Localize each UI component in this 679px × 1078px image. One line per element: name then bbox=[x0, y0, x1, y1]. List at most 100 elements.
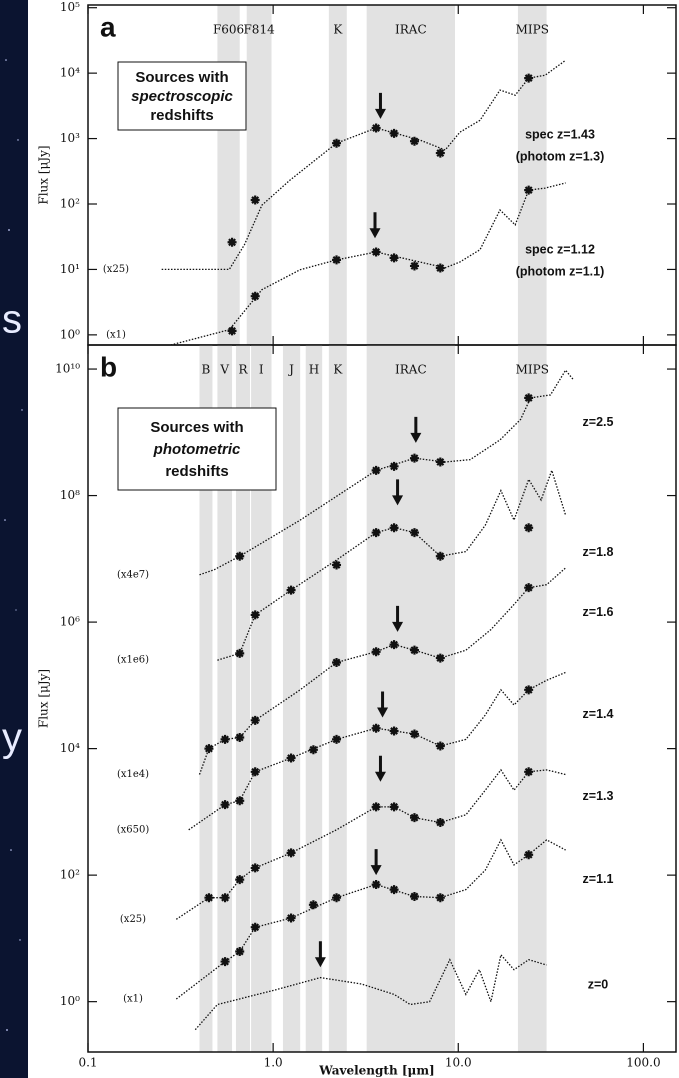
filter-band bbox=[366, 345, 455, 1052]
y-tick-label: 10¹⁰ bbox=[55, 362, 80, 376]
photometry-point bbox=[409, 729, 419, 739]
scale-label: (x1e6) bbox=[117, 655, 149, 666]
sed-curve bbox=[170, 182, 566, 345]
photometry-point bbox=[435, 551, 445, 561]
photometry-point bbox=[524, 767, 534, 777]
redshift-label: (photom z=1.3) bbox=[516, 149, 605, 163]
photometry-point bbox=[371, 723, 381, 733]
x-tick-label: 0.1 bbox=[78, 1056, 97, 1070]
legend-box bbox=[117, 61, 247, 131]
photometry-point bbox=[371, 528, 381, 538]
photometry-point bbox=[235, 796, 245, 806]
band-label: MIPS bbox=[516, 363, 549, 377]
redshift-label: z=1.8 bbox=[583, 545, 614, 559]
peak-arrow bbox=[370, 849, 382, 876]
photometry-point bbox=[371, 465, 381, 475]
photometry-point bbox=[409, 528, 419, 538]
photometry-point bbox=[389, 885, 399, 895]
photometry-point bbox=[409, 813, 419, 823]
panel-label: a bbox=[100, 11, 116, 42]
photometry-point bbox=[332, 893, 342, 903]
y-tick-label: 10⁴ bbox=[60, 741, 80, 755]
photometry-point bbox=[389, 128, 399, 138]
photometry-point bbox=[435, 893, 445, 903]
peak-arrow bbox=[374, 92, 386, 119]
peak-arrow bbox=[410, 416, 422, 443]
scale-label: (x1e4) bbox=[117, 769, 149, 780]
x-tick-label: 10.0 bbox=[445, 1056, 472, 1070]
band-label: I bbox=[259, 363, 264, 377]
band-label: IRAC bbox=[395, 363, 427, 377]
redshift-label: z=2.5 bbox=[583, 415, 614, 429]
photometry-point bbox=[435, 148, 445, 158]
band-label: F606 bbox=[213, 23, 244, 37]
box-text: redshifts bbox=[165, 463, 228, 480]
photometry-point bbox=[524, 393, 534, 403]
y-tick-label: 10⁰ bbox=[60, 994, 80, 1008]
scale-label: (x1) bbox=[123, 994, 143, 1005]
photometry-point bbox=[389, 461, 399, 471]
photometry-point bbox=[524, 185, 534, 195]
photometry-point bbox=[227, 237, 237, 247]
photometry-point bbox=[204, 744, 214, 754]
photometry-point bbox=[389, 253, 399, 263]
filter-band bbox=[282, 345, 301, 1052]
band-label: K bbox=[333, 363, 343, 377]
photometry-point bbox=[409, 453, 419, 463]
x-axis-label: Wavelength [μm] bbox=[318, 1064, 434, 1078]
photometry-point bbox=[332, 255, 342, 265]
redshift-label: z=1.1 bbox=[583, 872, 614, 886]
sed-curve bbox=[199, 369, 575, 576]
y-axis-label: Flux [μJy] bbox=[37, 145, 51, 204]
photometry-point bbox=[435, 653, 445, 663]
panel-label: b bbox=[100, 351, 117, 382]
photometry-point bbox=[250, 767, 260, 777]
photometry-point bbox=[220, 893, 230, 903]
photometry-point bbox=[235, 732, 245, 742]
redshift-label: z=1.4 bbox=[583, 707, 614, 721]
photometry-point bbox=[524, 523, 534, 533]
redshift-label: z=1.3 bbox=[583, 789, 614, 803]
redshift-label: spec z=1.43 bbox=[525, 127, 595, 141]
photometry-point bbox=[220, 734, 230, 744]
filter-band bbox=[328, 345, 347, 1052]
peak-arrow bbox=[392, 479, 404, 506]
y-tick-label: 10⁸ bbox=[60, 488, 80, 502]
stars bbox=[4, 59, 23, 1031]
sed-curve bbox=[198, 567, 567, 775]
y-tick-label: 10¹ bbox=[60, 262, 80, 276]
sed-curve bbox=[175, 838, 566, 1000]
filter-band bbox=[199, 345, 213, 1052]
photometry-point bbox=[409, 261, 419, 271]
filter-band bbox=[217, 345, 233, 1052]
slide-text-fragment: s bbox=[2, 298, 22, 342]
plot-frame bbox=[87, 344, 677, 1053]
photometry-point bbox=[286, 585, 296, 595]
sed-curve bbox=[194, 953, 547, 1031]
box-text: Sources with bbox=[135, 69, 228, 86]
photometry-point bbox=[524, 685, 534, 695]
photometry-point bbox=[371, 880, 381, 890]
photometry-point bbox=[332, 657, 342, 667]
redshift-label: spec z=1.12 bbox=[525, 242, 595, 256]
band-label: B bbox=[202, 363, 211, 377]
scale-label: (x4e7) bbox=[117, 569, 149, 580]
band-label: MIPS bbox=[516, 23, 549, 37]
photometry-point bbox=[524, 583, 534, 593]
photometry-point bbox=[389, 802, 399, 812]
photometry-point bbox=[409, 891, 419, 901]
peak-arrow bbox=[369, 212, 381, 239]
filter-band bbox=[217, 5, 240, 345]
photometry-point bbox=[371, 123, 381, 133]
band-label: J bbox=[287, 363, 294, 377]
photometry-point bbox=[308, 900, 318, 910]
photometry-point bbox=[371, 802, 381, 812]
redshift-label: z=1.6 bbox=[583, 605, 614, 619]
peak-arrow bbox=[374, 755, 386, 782]
y-tick-label: 10⁰ bbox=[60, 327, 80, 341]
band-label: R bbox=[238, 363, 248, 377]
peak-arrow bbox=[392, 605, 404, 632]
box-text: Sources with bbox=[150, 419, 243, 436]
band-label: F814 bbox=[243, 23, 275, 37]
band-label: H bbox=[309, 363, 319, 377]
